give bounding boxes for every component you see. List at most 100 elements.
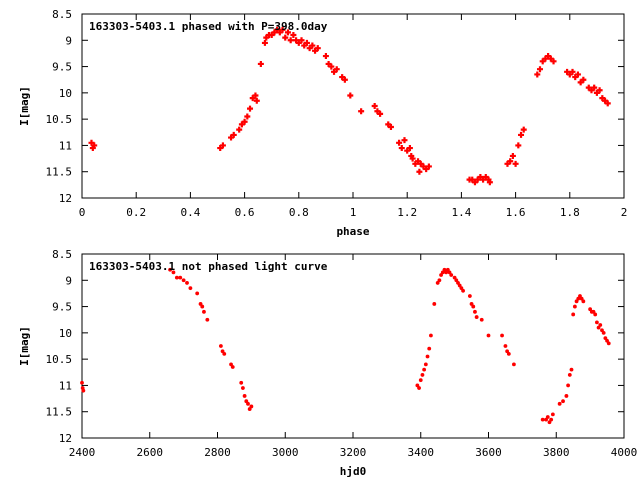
data-point xyxy=(507,158,514,165)
data-point xyxy=(423,362,428,367)
data-point xyxy=(222,351,227,356)
data-point xyxy=(486,333,491,338)
y-tick-label: 9.5 xyxy=(52,301,72,314)
plot-frame xyxy=(81,13,625,199)
data-point xyxy=(195,291,200,296)
data-point xyxy=(341,76,348,83)
data-point xyxy=(174,275,179,280)
y-tick-label: 8.5 xyxy=(52,248,72,261)
y-tick-label: 12 xyxy=(59,192,72,205)
y-tick-label: 11 xyxy=(59,379,72,392)
x-axis-ticks: 0 0.2 0.4 0.6 0.8 1 1.2 1.4 1.6 1.8 2 xyxy=(79,14,628,219)
data-point xyxy=(518,131,525,138)
x-tick-label: 2400 xyxy=(69,446,96,459)
data-point xyxy=(287,37,294,44)
data-point xyxy=(534,71,541,78)
x-tick-label: 2 xyxy=(621,206,628,219)
x-tick-label: 0.4 xyxy=(180,206,200,219)
data-point xyxy=(371,103,378,109)
data-point xyxy=(432,302,437,306)
x-tick-label: 4000 xyxy=(611,446,638,459)
data-point xyxy=(239,380,244,385)
data-point xyxy=(449,273,454,277)
data-point xyxy=(81,388,86,393)
data-point xyxy=(486,179,493,186)
raw-light-curve-plot: 2400 2600 2800 3000 3200 3400 3600 3800 4000 8.5… xyxy=(18,248,637,478)
data-point xyxy=(80,380,84,385)
y-tick-label: 9 xyxy=(65,274,72,287)
data-point xyxy=(422,367,427,372)
data-point xyxy=(314,45,321,52)
data-point xyxy=(205,317,210,322)
data-point xyxy=(593,312,598,317)
x-tick-label: 3600 xyxy=(475,446,502,459)
data-point xyxy=(461,288,465,293)
data-point xyxy=(427,346,432,351)
data-point xyxy=(425,354,430,359)
y-axis-label: I[mag] xyxy=(18,86,31,126)
y-tick-label: 8.5 xyxy=(52,8,72,21)
data-point xyxy=(479,317,484,322)
data-point xyxy=(309,42,316,49)
data-points xyxy=(80,267,611,425)
data-point xyxy=(247,105,254,112)
data-point xyxy=(401,137,408,144)
data-point xyxy=(168,267,172,272)
data-point xyxy=(417,386,421,390)
data-point xyxy=(284,29,291,36)
x-tick-label: 3400 xyxy=(408,446,435,459)
data-point xyxy=(298,37,305,44)
x-tick-label: 1.4 xyxy=(451,206,471,219)
data-point xyxy=(398,145,405,152)
x-tick-label: 3800 xyxy=(543,446,570,459)
data-point xyxy=(572,304,577,309)
chart-title: 163303-5403.1 phased with P=398.0day xyxy=(89,20,328,33)
data-point xyxy=(257,60,264,67)
data-point xyxy=(242,394,247,398)
data-point xyxy=(506,351,511,356)
plot-frame xyxy=(81,253,625,439)
data-point xyxy=(473,309,477,314)
chart-title: 163303-5403.1 not phased light curve xyxy=(89,260,328,273)
x-tick-label: 2800 xyxy=(204,446,231,459)
data-point xyxy=(429,333,433,338)
data-point xyxy=(591,84,598,91)
data-point xyxy=(406,145,413,152)
data-point xyxy=(253,97,260,104)
data-point xyxy=(550,58,557,65)
y-axis-ticks: 8.5 9 9.5 10 10.5 11 11.5 12 xyxy=(46,8,624,205)
x-tick-label: 0 xyxy=(79,206,86,219)
data-point xyxy=(252,92,259,99)
data-point xyxy=(503,344,508,348)
x-axis-ticks: 2400 2600 2800 3000 3200 3400 3600 3800 4000 xyxy=(69,254,638,459)
data-point xyxy=(241,386,245,390)
data-point xyxy=(474,315,479,319)
data-point xyxy=(467,294,472,298)
data-point xyxy=(437,278,442,283)
data-point xyxy=(416,168,423,175)
data-point xyxy=(545,415,550,419)
data-point xyxy=(536,66,543,73)
data-point xyxy=(509,152,516,159)
phased-light-curve-plot: 0 0.2 0.4 0.6 0.8 1 1.2 1.4 1.6 1.8 2 8.5 9 9.5 10 10.… xyxy=(18,8,627,238)
data-point xyxy=(581,299,586,304)
x-tick-label: 3000 xyxy=(272,446,299,459)
y-tick-label: 10.5 xyxy=(46,113,73,126)
data-point xyxy=(387,124,394,131)
data-point xyxy=(595,320,599,325)
data-point xyxy=(540,417,545,422)
y-tick-label: 10 xyxy=(59,327,72,340)
data-point xyxy=(580,76,587,83)
x-tick-label: 0.6 xyxy=(235,206,255,219)
data-point xyxy=(200,304,205,309)
data-point xyxy=(569,68,576,75)
data-point xyxy=(561,399,565,404)
data-point xyxy=(569,367,574,372)
data-point xyxy=(333,66,340,73)
data-point xyxy=(520,126,527,133)
x-tick-label: 2600 xyxy=(137,446,164,459)
y-axis-ticks: 8.5 9 9.5 10 10.5 11 11.5 12 xyxy=(46,248,624,445)
y-tick-label: 11 xyxy=(59,139,72,152)
data-point xyxy=(91,142,98,149)
